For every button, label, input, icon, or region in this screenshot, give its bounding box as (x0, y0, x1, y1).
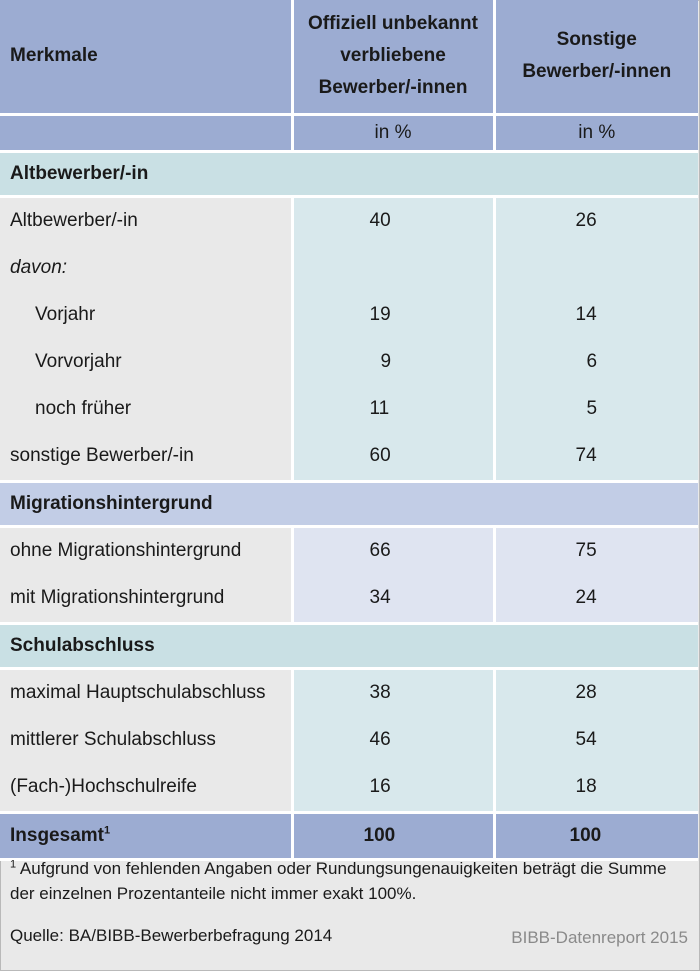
source-note: Quelle: BA/BIBB-Bewerberbefragung 2014 (10, 926, 333, 945)
row-value-col3: 24 (575, 587, 597, 608)
row-value-col3: 26 (575, 210, 597, 231)
row-value-col2: 16 (369, 776, 391, 797)
section-title-altbewerber: Altbewerber/-in (0, 151, 698, 198)
header-col3-line1: Sonstige (556, 29, 637, 51)
total-footnote-mark: 1 (103, 824, 111, 837)
unit-col2: in % (292, 114, 496, 153)
unit-col3: in % (494, 114, 698, 153)
unit-blank-cell (0, 114, 294, 153)
footnote-text: Aufgrund von fehlenden Angaben oder Rund… (10, 859, 667, 903)
row-value-col3: 5 (586, 398, 598, 419)
row-label-davon: davon: (0, 244, 292, 292)
row-value-col2: 46 (369, 729, 391, 750)
row-value-col2: 60 (369, 445, 391, 466)
header-col3-line2: Bewerber/-innen (522, 61, 672, 83)
row-label: sonstige Bewerber/-in (0, 432, 292, 483)
row-value-col3: 14 (575, 304, 597, 325)
row-value-col2: 34 (369, 587, 391, 608)
header-merkmale: Merkmale (0, 0, 294, 116)
row-value-col3: 54 (575, 729, 597, 750)
row-value-col2: 66 (369, 540, 391, 561)
row-value-col2: 38 (369, 682, 391, 703)
row-label: Vorjahr (0, 291, 292, 339)
row-value-col2: 11 (369, 398, 390, 419)
total-label: Insgesamt1 (0, 812, 292, 861)
row-value-col3: 18 (575, 776, 597, 797)
header-col2-line2: verbliebene (340, 45, 446, 67)
total-value-col3: 100 (569, 824, 602, 846)
report-credit: BIBB-Datenreport 2015 (511, 928, 688, 947)
row-label: (Fach-)Hochschulreife (0, 763, 292, 814)
row-value-col3: 74 (575, 445, 597, 466)
row-label: ohne Migrationshintergrund (0, 526, 292, 575)
footnote-mark: 1 (10, 858, 17, 871)
row-value-col2: 40 (369, 210, 391, 231)
total-value-col2: 100 (363, 824, 396, 846)
header-col2-line1: Offiziell unbekannt (308, 13, 478, 35)
row-label: noch früher (0, 385, 292, 433)
header-sonstige: Sonstige Bewerber/-innen (494, 0, 698, 116)
row-label: Vorvorjahr (0, 338, 292, 386)
row-value-col3: 6 (586, 351, 598, 372)
section-title-migrationshintergrund: Migrationshintergrund (0, 481, 698, 528)
footnote: 1 Aufgrund von fehlenden Angaben oder Ru… (10, 856, 680, 906)
row-label: Altbewerber/-in (0, 196, 292, 245)
row-value-col2: 9 (380, 351, 392, 372)
row-value-col3: 28 (575, 682, 597, 703)
row-value-col2: 19 (369, 304, 391, 325)
section-title-schulabschluss: Schulabschluss (0, 623, 698, 670)
row-label: mit Migrationshintergrund (0, 574, 292, 625)
row-label: maximal Hauptschulabschluss (0, 668, 292, 717)
row-value-col3: 75 (575, 540, 597, 561)
header-col2-line3: Bewerber/-innen (318, 77, 468, 99)
header-offiziell-unbekannt: Offiziell unbekannt verbliebene Bewerber… (292, 0, 496, 116)
row-label: mittlerer Schulabschluss (0, 716, 292, 764)
data-table: Merkmale Offiziell unbekannt verbliebene… (0, 0, 698, 861)
